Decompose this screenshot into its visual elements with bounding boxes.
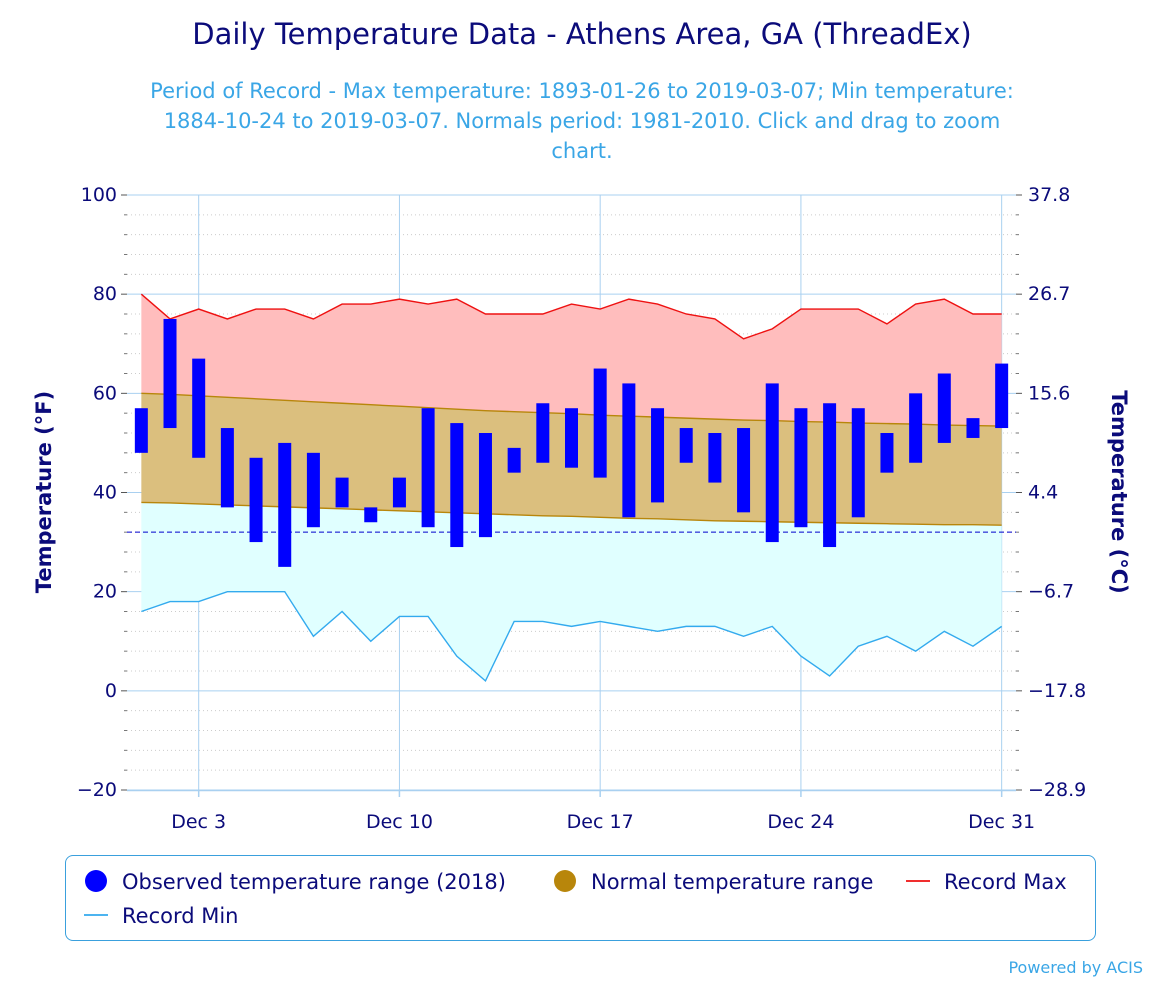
observed-bar[interactable] [306,452,320,528]
y-tick-label-left: 100 [81,184,117,206]
legend-frame [65,855,1096,941]
observed-bar[interactable] [364,507,378,523]
observed-bar[interactable] [995,363,1009,429]
observed-bar[interactable] [851,408,865,518]
y-tick-label-right: 26.7 [1028,283,1070,305]
observed-bar[interactable] [478,433,492,538]
observed-bar[interactable] [507,447,521,473]
y-tick-label-left: 60 [93,382,117,404]
y-tick-label-right: −6.7 [1028,581,1074,603]
observed-bar[interactable] [880,433,894,473]
observed-bar[interactable] [708,433,722,483]
observed-bar[interactable] [450,423,464,548]
observed-bar[interactable] [593,368,607,478]
y-tick-label-right: 15.6 [1028,382,1070,404]
observed-bar[interactable] [392,477,406,508]
legend[interactable]: Observed temperature range (2018) Normal … [84,870,1067,928]
observed-bar[interactable] [163,318,177,429]
observed-bar[interactable] [679,428,693,463]
range-areas [141,294,1002,681]
observed-bar[interactable] [823,403,837,548]
observed-bar[interactable] [249,457,263,543]
legend-marker-circle[interactable] [85,870,107,892]
observed-bars[interactable] [134,318,1009,567]
legend-label[interactable]: Observed temperature range (2018) [122,870,506,894]
observed-bar[interactable] [937,373,951,443]
x-tick-label: Dec 31 [968,811,1035,833]
chart-title: Daily Temperature Data - Athens Area, GA… [192,17,972,51]
y-axis-right-label: Temperature (°C) [1107,390,1131,593]
observed-bar[interactable] [192,358,206,458]
x-tick-label: Dec 24 [767,811,834,833]
observed-bar[interactable] [909,393,923,463]
legend-label[interactable]: Record Min [122,904,239,928]
legend-label[interactable]: Normal temperature range [591,870,873,894]
observed-bar[interactable] [794,408,808,528]
observed-bar[interactable] [536,403,550,463]
legend-label[interactable]: Record Max [944,870,1067,894]
axes: 100 80 60 40 20 0 −20 37.8 26.7 15.6 4.4 −6.7 −17.8 −… [77,184,1086,833]
record-max-line [140,293,1002,340]
observed-bar[interactable] [335,477,349,508]
observed-bar[interactable] [966,418,980,438]
chart-subtitle-line-3: chart. [551,139,612,163]
y-tick-label-left: 20 [93,581,117,603]
observed-bar[interactable] [134,408,148,453]
observed-bar[interactable] [421,408,435,528]
y-tick-label-left: 0 [105,680,117,702]
x-tick-label: Dec 10 [366,811,433,833]
observed-bar[interactable] [622,383,636,518]
chart-subtitle-line-2: 1884-10-24 to 2019-03-07. Normals period… [164,109,1001,133]
observed-bar[interactable] [565,408,578,468]
y-tick-label-right: 4.4 [1028,482,1058,504]
y-tick-label-left: −20 [77,779,117,801]
observed-bar[interactable] [220,428,234,508]
record-max-area [141,294,1002,427]
y-tick-label-left: 80 [93,283,117,305]
legend-marker-circle[interactable] [554,870,576,892]
record-min-line [141,590,1003,683]
chart-subtitle-line-1: Period of Record - Max temperature: 1893… [150,79,1014,103]
y-tick-label-left: 40 [93,482,117,504]
y-tick-label-right: 37.8 [1028,184,1070,206]
observed-bar[interactable] [278,442,292,567]
credit-text[interactable]: Powered by ACIS [1008,958,1143,977]
observed-bar[interactable] [765,383,779,543]
observed-bar[interactable] [651,408,665,503]
observed-bar[interactable] [737,428,751,513]
y-axis-left-label: Temperature (°F) [32,391,56,593]
y-tick-label-right: −17.8 [1028,680,1086,702]
record-min-area [141,502,1002,681]
y-tick-label-right: −28.9 [1028,779,1086,801]
x-tick-label: Dec 3 [171,811,226,833]
x-tick-label: Dec 17 [567,811,634,833]
